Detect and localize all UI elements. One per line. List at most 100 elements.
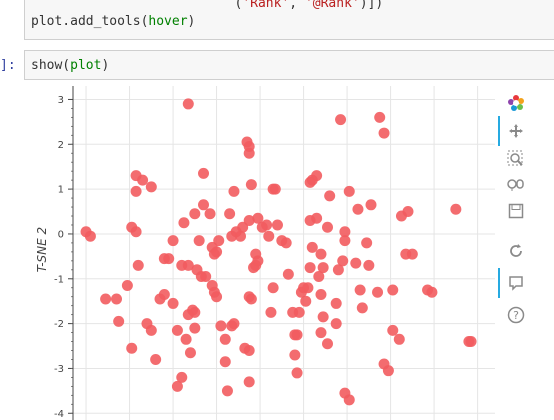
show-code-cell[interactable]: show(plot): [24, 50, 554, 80]
scatter-point: [130, 226, 142, 238]
scatter-point: [289, 349, 301, 361]
pan-icon[interactable]: [502, 120, 530, 142]
active-tool-indicator: [498, 116, 500, 146]
scatter-point: [215, 320, 227, 332]
scatter-point: [167, 297, 179, 309]
scatter-point: [315, 327, 327, 339]
scatter-point: [111, 293, 123, 305]
scatter-point: [171, 324, 183, 336]
scatter-point: [198, 167, 210, 179]
scatter-point: [234, 230, 246, 242]
scatter-point: [182, 98, 194, 110]
y-axis-label: T-SNE 2: [35, 227, 49, 273]
scatter-point: [324, 190, 336, 202]
scatter-point: [304, 262, 316, 274]
scatter-point: [426, 286, 438, 298]
help-icon[interactable]: ?: [502, 304, 530, 326]
wheel-zoom-icon[interactable]: [502, 174, 530, 196]
scatter-point: [189, 306, 201, 318]
scatter-point: [126, 342, 138, 354]
scatter-point: [302, 282, 314, 294]
scatter-point: [137, 174, 149, 186]
scatter-point: [304, 176, 316, 188]
y-tick-label: -4: [54, 409, 64, 420]
y-tick-label: 1: [58, 185, 64, 196]
scatter-point: [339, 235, 351, 247]
active-inspector-indicator: [498, 268, 500, 298]
scatter-point: [335, 114, 347, 126]
scatter-point: [243, 214, 255, 226]
y-tick-label: 3: [58, 95, 64, 106]
y-tick-label: 0: [58, 229, 64, 240]
scatter-point: [291, 329, 303, 341]
scatter-point: [243, 147, 255, 159]
scatter-point: [265, 306, 277, 318]
scatter-point: [113, 315, 125, 327]
scatter-point: [322, 338, 334, 350]
previous-code-cell[interactable]: ('Rank', '@Rank')]) plot.add_tools(hover…: [24, 0, 554, 40]
scatter-point: [221, 385, 233, 397]
scatter-point: [306, 241, 318, 253]
scatter-point: [330, 318, 342, 330]
scatter-point: [393, 333, 405, 345]
scatter-point: [361, 237, 373, 249]
scatter-point: [211, 291, 223, 303]
scatter-point: [313, 271, 325, 283]
scatter-point: [226, 230, 238, 242]
y-tick-label: -1: [54, 274, 64, 285]
scatter-point: [343, 185, 355, 197]
scatter-point: [263, 230, 275, 242]
scatter-point: [350, 257, 362, 269]
code-line-show: show(plot): [31, 58, 110, 73]
scatter-point: [352, 203, 364, 215]
scatter-point: [252, 212, 264, 224]
scatter-point: [150, 353, 162, 365]
scatter-point: [450, 203, 462, 215]
scatter-point: [228, 318, 240, 330]
scatter-point: [224, 208, 236, 220]
scatter-point: [330, 297, 342, 309]
scatter-point: [219, 333, 231, 345]
scatter-point: [158, 288, 170, 300]
scatter-point: [198, 199, 210, 211]
scatter-point: [315, 248, 327, 260]
scatter-point: [132, 259, 144, 271]
scatter-point: [219, 356, 231, 368]
scatter-point: [178, 217, 190, 229]
y-tick-label: -2: [54, 319, 64, 330]
scatter-point: [271, 219, 283, 231]
bokeh-logo-icon[interactable]: [502, 92, 530, 114]
scatter-point: [121, 280, 133, 292]
scatter-point: [211, 246, 223, 258]
scatter-point: [180, 333, 192, 345]
hover-icon[interactable]: [502, 272, 530, 294]
scatter-point: [402, 206, 414, 218]
scatter-point: [317, 262, 329, 274]
scatter-point: [84, 230, 96, 242]
code-line-rank: ('Rank', '@Rank')]): [31, 0, 384, 11]
save-icon[interactable]: [502, 200, 530, 222]
scatter-point: [372, 286, 384, 298]
scatter-point: [145, 324, 157, 336]
scatter-point: [167, 235, 179, 247]
scatter-point: [387, 284, 399, 296]
scatter-point: [343, 394, 355, 406]
cell-prompt: ]:: [0, 58, 16, 73]
scatter-point: [282, 268, 294, 280]
scatter-point: [261, 219, 273, 231]
scatter-point: [228, 185, 240, 197]
code-line-add-tools: plot.add_tools(hover): [31, 14, 196, 29]
scatter-point: [363, 259, 375, 271]
scatter-point: [317, 311, 329, 323]
svg-text:?: ?: [513, 309, 519, 322]
reset-icon[interactable]: [502, 240, 530, 262]
scatter-point: [354, 284, 366, 296]
scatter-point: [339, 226, 351, 238]
box-zoom-icon[interactable]: [502, 148, 530, 170]
scatter-point: [291, 367, 303, 379]
scatter-point: [193, 235, 205, 247]
scatter-point: [204, 208, 216, 220]
scatter-point: [252, 255, 264, 267]
scatter-plot[interactable]: 3 2 1 0 -1 -2 -3 -4 T-SNE 2: [0, 86, 495, 420]
scatter-point: [378, 127, 390, 139]
